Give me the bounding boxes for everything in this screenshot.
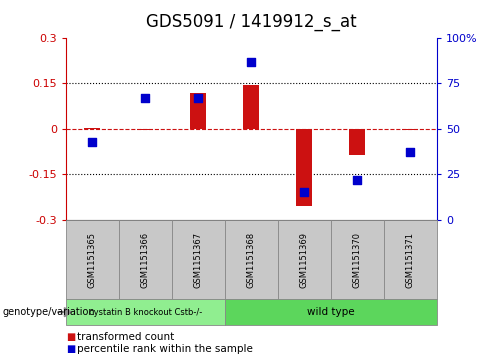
Point [301,189,308,195]
Bar [296,129,312,206]
Text: cystatin B knockout Cstb-/-: cystatin B knockout Cstb-/- [89,308,202,317]
Point [194,95,202,101]
Bar [349,129,365,155]
Bar [190,93,206,129]
Text: GDS5091 / 1419912_s_at: GDS5091 / 1419912_s_at [146,13,357,31]
Text: genotype/variation: genotype/variation [2,307,95,317]
Point [247,59,255,65]
Bar [402,129,418,130]
Bar [84,128,101,129]
Text: GSM1151371: GSM1151371 [406,232,415,287]
Text: transformed count: transformed count [77,332,174,342]
Text: GSM1151369: GSM1151369 [300,232,309,287]
Point [407,150,414,155]
Text: GSM1151370: GSM1151370 [353,232,362,287]
Point [88,139,96,144]
Text: GSM1151365: GSM1151365 [88,232,97,287]
Text: ■: ■ [66,332,75,342]
Point [353,177,361,183]
Text: GSM1151368: GSM1151368 [247,232,256,287]
Bar [138,129,153,130]
Text: percentile rank within the sample: percentile rank within the sample [77,344,253,354]
Point [142,95,149,101]
Text: GSM1151367: GSM1151367 [194,232,203,287]
Text: wild type: wild type [307,307,355,317]
Bar [244,85,259,129]
Text: ■: ■ [66,344,75,354]
Text: GSM1151366: GSM1151366 [141,232,150,287]
